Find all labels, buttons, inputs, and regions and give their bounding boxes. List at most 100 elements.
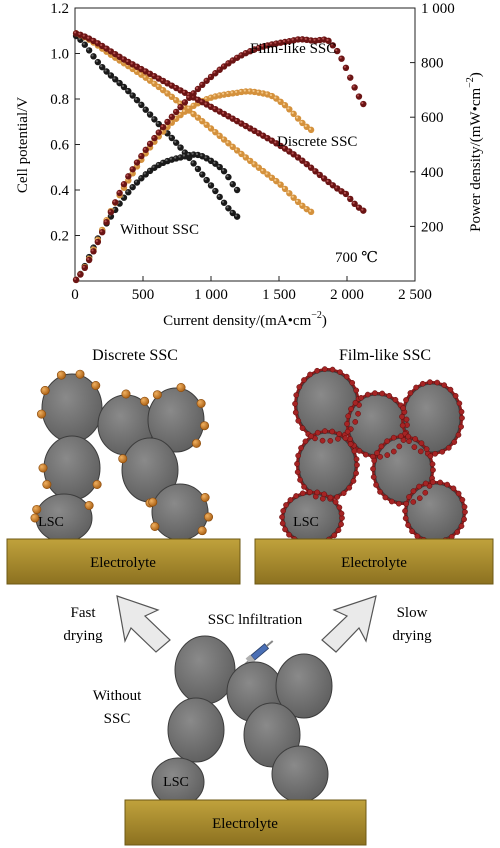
voltage-point-highlight <box>230 116 233 119</box>
ssc-film-bead <box>371 457 378 464</box>
power-point-highlight <box>200 82 203 85</box>
ssc-film-bead <box>293 392 300 398</box>
ssc-film-bead <box>331 532 338 539</box>
power-point <box>360 100 367 108</box>
ssc-particle <box>30 513 40 523</box>
power-point-highlight <box>152 165 155 168</box>
power-point-highlight <box>91 249 94 252</box>
power-point <box>229 181 236 188</box>
power-point-highlight <box>213 94 216 97</box>
power-point <box>142 146 149 154</box>
ssc-film-bead <box>340 490 347 497</box>
ssc-film-bead <box>434 379 441 386</box>
voltage-point-highlight <box>204 177 207 181</box>
power-point-highlight <box>339 56 342 59</box>
power-point-highlight <box>113 207 116 210</box>
power-point <box>155 129 162 136</box>
fast-drying-arrow <box>116 595 171 653</box>
ssc-film-bead <box>452 392 459 399</box>
power-point-highlight <box>130 185 133 188</box>
voltage-point-highlight <box>295 199 299 203</box>
voltage-point-highlight <box>287 191 290 194</box>
voltage-point-highlight <box>339 189 342 192</box>
ssc-film-bead <box>292 400 298 407</box>
power-point-highlight <box>261 44 264 47</box>
power-point-highlight <box>182 100 185 103</box>
voltage-point-highlight <box>213 107 216 110</box>
voltage-point-highlight <box>235 148 238 151</box>
ssc-film-bead <box>411 444 418 450</box>
voltage-point-highlight <box>113 52 116 55</box>
voltage-point <box>199 171 206 178</box>
voltage-point-highlight <box>143 75 146 78</box>
voltage-point-highlight <box>208 104 212 107</box>
power-point <box>164 118 171 126</box>
voltage-point-highlight <box>208 183 212 186</box>
ssc-particle <box>176 383 186 393</box>
voltage-point-highlight <box>274 141 277 144</box>
power-point <box>125 173 132 180</box>
power-point <box>225 173 232 181</box>
power-point <box>94 238 102 246</box>
voltage-point <box>172 139 180 146</box>
voltage-point-highlight <box>126 88 129 92</box>
ssc-particle <box>148 497 158 507</box>
ssc-film-bead <box>406 438 412 444</box>
ssc-film-bead <box>416 483 422 490</box>
power-point-highlight <box>174 109 177 113</box>
power-point-highlight <box>265 43 268 46</box>
voltage-point <box>138 101 145 109</box>
power-point-highlight <box>269 42 273 45</box>
power-point-highlight <box>156 162 159 166</box>
ssc-film-bead <box>419 380 426 387</box>
power-point-highlight <box>191 103 194 106</box>
series-film-like-ssc <box>72 30 367 284</box>
ssc-film-bead <box>353 456 360 462</box>
voltage-point-highlight <box>139 72 142 75</box>
voltage-point-highlight <box>265 136 268 139</box>
voltage-point-highlight <box>200 172 203 175</box>
power-point <box>351 84 358 91</box>
ssc-particle <box>200 492 210 502</box>
x-tick-label: 1 500 <box>262 287 296 303</box>
power-point-highlight <box>213 71 216 74</box>
y-left-tick-label: 0.8 <box>50 92 69 108</box>
ssc-film-bead <box>279 520 286 527</box>
voltage-point <box>142 106 149 113</box>
lsc-label-bottom: LSC <box>163 775 189 790</box>
ssc-film-bead <box>427 453 434 460</box>
voltage-point-highlight <box>169 83 172 86</box>
ssc-film-bead <box>355 410 361 417</box>
ssc-film-bead <box>370 474 377 480</box>
power-point-highlight <box>361 101 364 105</box>
power-point-highlight <box>134 160 138 163</box>
voltage-point-highlight <box>174 85 177 89</box>
ssc-film-bead <box>461 516 467 523</box>
voltage-point-highlight <box>261 133 264 136</box>
ssc-film-bead <box>416 495 423 502</box>
power-point-highlight <box>174 156 177 159</box>
voltage-point-highlight <box>282 186 286 189</box>
power-point <box>72 276 80 284</box>
power-point <box>347 74 354 81</box>
ssc-film-bead <box>293 493 299 499</box>
power-point-highlight <box>235 187 238 191</box>
voltage-point-highlight <box>335 186 338 189</box>
ssc-film-bead <box>280 507 287 514</box>
power-point <box>233 186 241 194</box>
series-label-film: Film-like SSC <box>250 41 336 57</box>
voltage-point-highlight <box>291 152 294 155</box>
ssc-film-bead <box>299 425 306 431</box>
ssc-film-bead <box>351 448 358 455</box>
voltage-point-highlight <box>230 210 233 214</box>
ssc-film-bead <box>423 446 430 452</box>
electrolyte-bottom <box>124 799 367 846</box>
power-point-highlight <box>108 210 112 213</box>
ssc-film-bead <box>399 413 405 420</box>
ssc-film-bead <box>441 382 448 388</box>
voltage-point-highlight <box>308 209 312 212</box>
power-point-highlight <box>82 265 85 268</box>
ssc-film-bead <box>343 373 350 380</box>
voltage-point-highlight <box>239 121 242 124</box>
voltage-point-highlight <box>156 76 159 79</box>
